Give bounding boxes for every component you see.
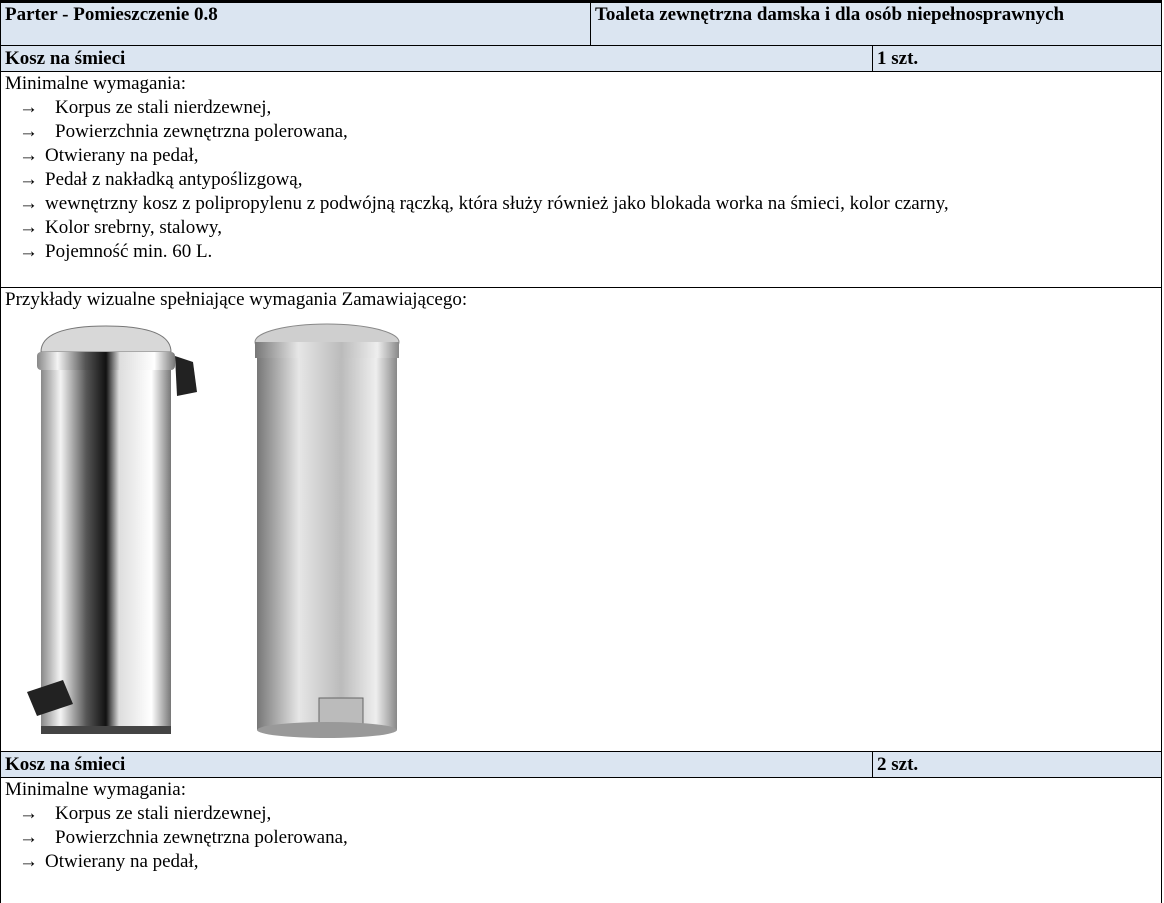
requirement-text: Powierzchnia zewnętrzna polerowana, [55,121,348,142]
item-name: Kosz na śmieci [1,752,873,777]
requirement-text: Korpus ze stali nierdzewnej, [55,803,272,824]
requirement: → Korpus ze stali nierdzewnej, [1,96,1161,120]
requirements: Minimalne wymagania: → Korpus ze stali ni… [1,778,1161,874]
header-row: Parter - Pomieszczenie 0.8 Toaleta zewnę… [1,3,1161,46]
bullet-arrow: → [19,169,38,190]
item-row: Kosz na śmieci 2 szt. [1,752,1161,778]
location: Parter - Pomieszczenie 0.8 [1,3,591,45]
requirement: → wewnętrzny kosz z polipropylenu z podwó… [1,192,1161,216]
requirement-list: → Korpus ze stali nierdzewnej, → Powierzchn… [1,802,1161,874]
bullet-arrow: → [19,241,38,262]
requirement: → Powierzchnia zewnętrzna polerowana, [1,120,1161,144]
requirement: → Otwierany na pedał, [1,850,1161,874]
requirement: → Pojemność min. 60 L. [1,240,1161,264]
bullet-arrow: → [19,121,38,142]
examples-title: Przykłady wizualne spełniające wymagania… [5,289,468,310]
item-row: Kosz na śmieci 1 szt. [1,46,1161,72]
bin-image-2 [254,323,400,738]
requirements: Minimalne wymagania: → Korpus ze stali ni… [1,72,1161,288]
bullet-arrow: → [19,97,38,118]
item-quantity: 1 szt. [877,48,919,69]
requirement: → Pedał z nakładką antypoślizgową, [1,168,1161,192]
item-name: Kosz na śmieci [1,46,873,71]
bullet-arrow: → [19,803,38,824]
requirement-text: Kolor srebrny, stalowy, [45,217,222,238]
requirements-title: Minimalne wymagania: [5,779,186,800]
example-images [27,323,400,738]
requirement-text: Korpus ze stali nierdzewnej, [55,97,272,118]
requirement-text: Otwierany na pedał, [45,145,199,166]
requirement: → Kolor srebrny, stalowy, [1,216,1161,240]
requirement-text: Powierzchnia zewnętrzna polerowana, [55,827,348,848]
requirement: → Korpus ze stali nierdzewnej, [1,802,1161,826]
bullet-arrow: → [19,217,38,238]
bullet-arrow: → [19,145,38,166]
requirement-text: Otwierany na pedał, [45,851,199,872]
requirement: → Powierzchnia zewnętrzna polerowana, [1,826,1161,850]
requirement-text: Pedał z nakładką antypoślizgową, [45,169,303,190]
item-quantity: 2 szt. [877,754,919,775]
bullet-arrow: → [19,851,38,872]
requirements-title: Minimalne wymagania: [5,73,186,94]
bin-image-1 [27,325,197,734]
requirement-list: → Korpus ze stali nierdzewnej, → Powierzchn… [1,96,1161,264]
room: Toaleta zewnętrzna damska i dla osób nie… [595,4,1065,25]
requirement-text: wewnętrzny kosz z polipropylenu z podwój… [45,193,949,214]
bullet-arrow: → [19,193,38,214]
examples: Przykłady wizualne spełniające wymagania… [1,288,1161,752]
requirement: → Otwierany na pedał, [1,144,1161,168]
requirement-text: Pojemność min. 60 L. [45,241,213,262]
bullet-arrow: → [19,827,38,848]
